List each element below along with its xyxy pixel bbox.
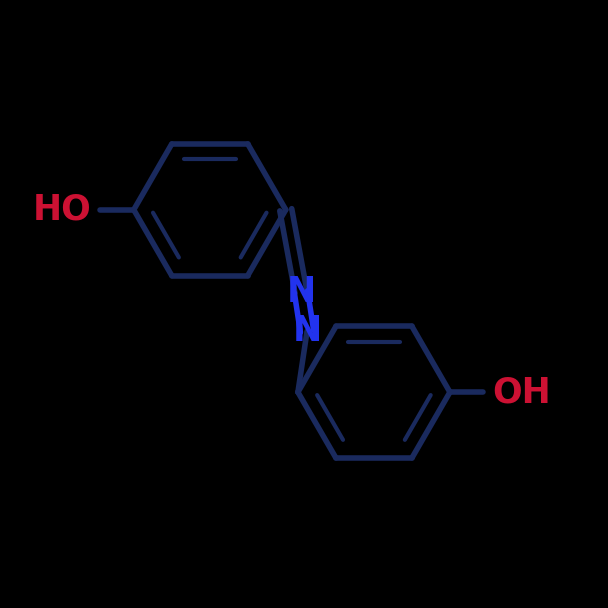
Text: N: N [286, 275, 316, 309]
Text: OH: OH [492, 375, 551, 409]
Text: HO: HO [32, 193, 91, 227]
Text: N: N [292, 314, 322, 348]
